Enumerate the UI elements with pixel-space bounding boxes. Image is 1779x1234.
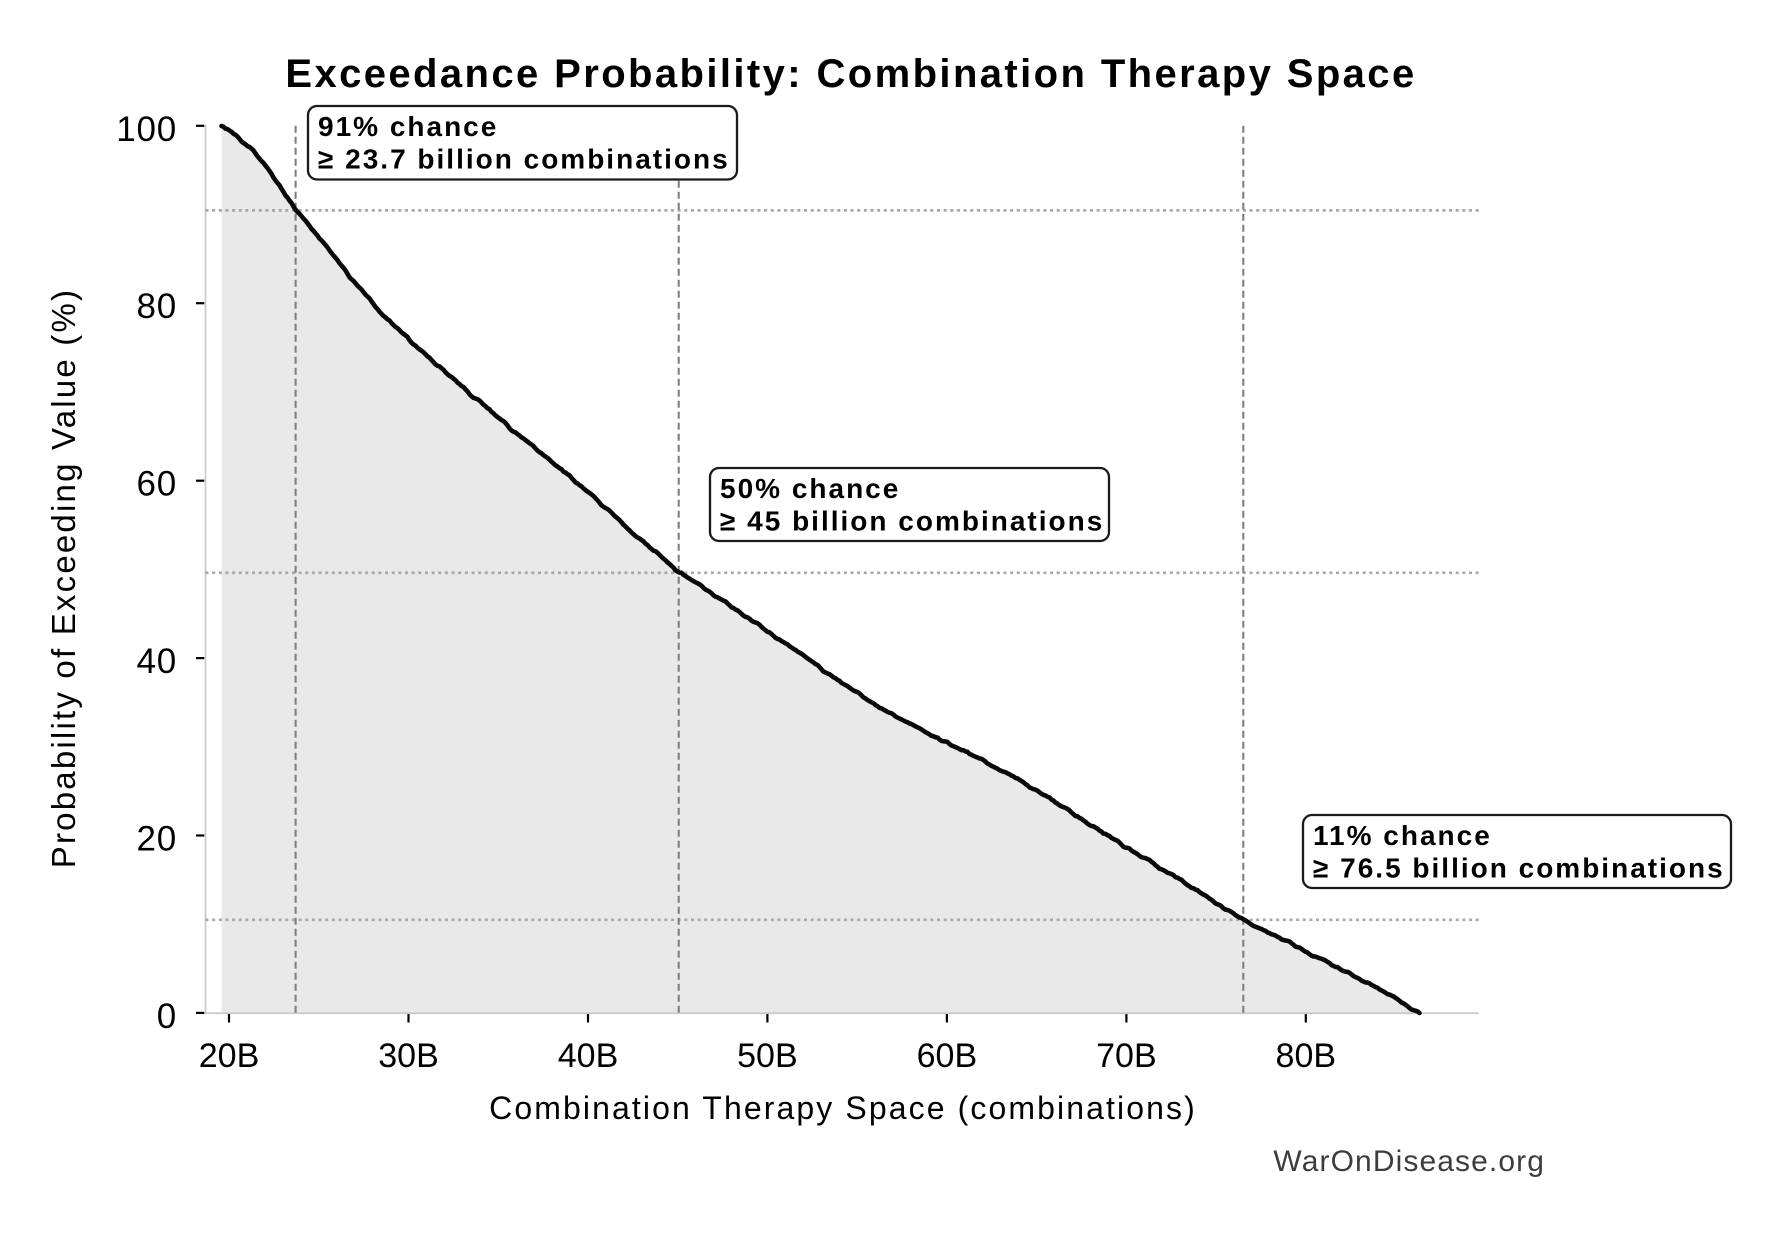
svg-text:60: 60 — [136, 465, 177, 504]
svg-text:≥ 23.7 billion combinations: ≥ 23.7 billion combinations — [318, 144, 730, 175]
svg-text:30B: 30B — [378, 1037, 439, 1075]
svg-text:≥ 45 billion combinations: ≥ 45 billion combinations — [720, 506, 1104, 537]
svg-text:20B: 20B — [199, 1037, 260, 1075]
svg-text:80: 80 — [136, 287, 177, 326]
svg-text:50% chance: 50% chance — [720, 473, 900, 504]
svg-text:80B: 80B — [1276, 1037, 1337, 1075]
svg-text:20: 20 — [136, 820, 177, 859]
svg-text:Exceedance Probability: Combin: Exceedance Probability: Combination Ther… — [285, 52, 1416, 96]
svg-text:11% chance: 11% chance — [1313, 820, 1492, 851]
svg-text:91% chance: 91% chance — [318, 111, 498, 142]
svg-text:≥ 76.5 billion combinations: ≥ 76.5 billion combinations — [1313, 853, 1725, 884]
svg-text:40: 40 — [136, 642, 177, 681]
svg-text:50B: 50B — [737, 1037, 798, 1075]
svg-text:Combination Therapy Space (com: Combination Therapy Space (combinations) — [489, 1090, 1197, 1126]
svg-text:100: 100 — [116, 110, 177, 149]
svg-text:40B: 40B — [558, 1037, 619, 1075]
svg-text:Probability of Exceeding Value: Probability of Exceeding Value (%) — [45, 288, 82, 868]
svg-text:WarOnDisease.org: WarOnDisease.org — [1273, 1145, 1545, 1178]
svg-text:0: 0 — [157, 997, 177, 1036]
svg-text:70B: 70B — [1096, 1037, 1157, 1075]
svg-text:60B: 60B — [917, 1037, 978, 1075]
